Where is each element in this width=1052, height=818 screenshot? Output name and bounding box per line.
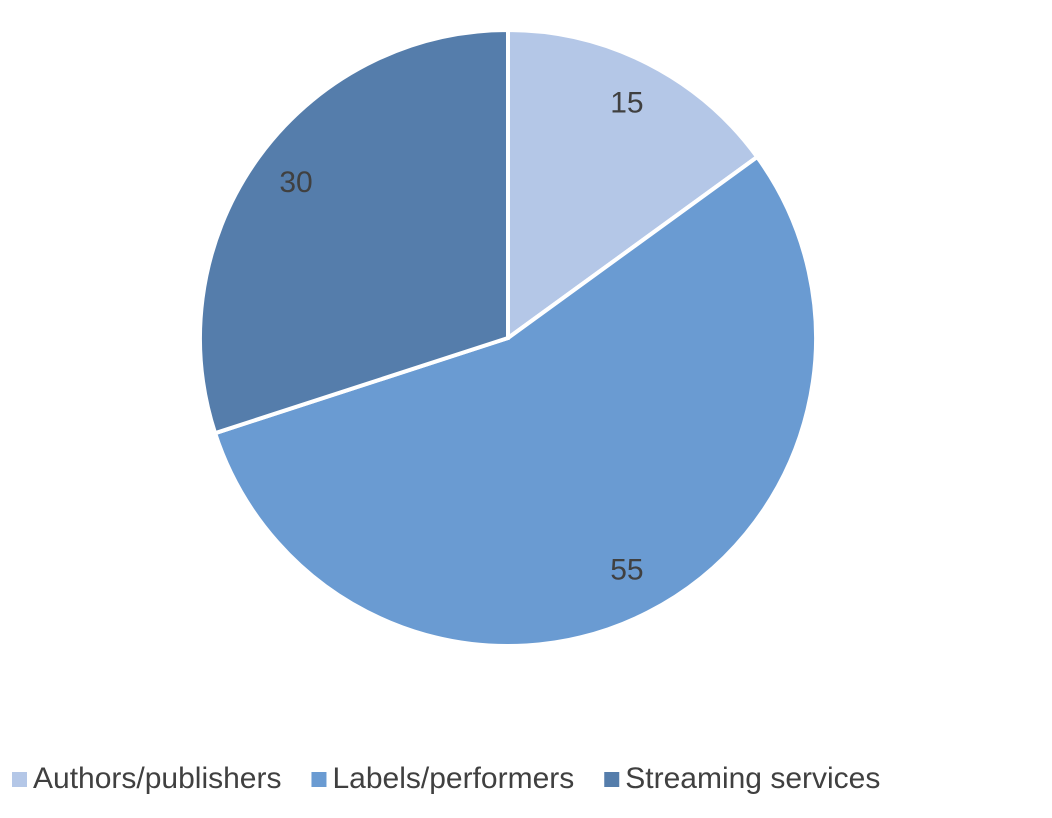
data-label: 55 bbox=[610, 553, 643, 586]
legend-label: Streaming services bbox=[625, 762, 880, 795]
legend-swatch bbox=[311, 772, 327, 787]
legend-swatch bbox=[604, 772, 620, 787]
legend-label: Labels/performers bbox=[332, 762, 574, 795]
pie-slice bbox=[198, 27, 510, 436]
data-label: 30 bbox=[279, 166, 312, 199]
pie-slice bbox=[506, 27, 760, 342]
data-label: 15 bbox=[610, 86, 643, 119]
pie-slice bbox=[212, 154, 818, 648]
legend-swatch bbox=[12, 772, 27, 787]
legend-label: Authors/publishers bbox=[33, 762, 281, 795]
